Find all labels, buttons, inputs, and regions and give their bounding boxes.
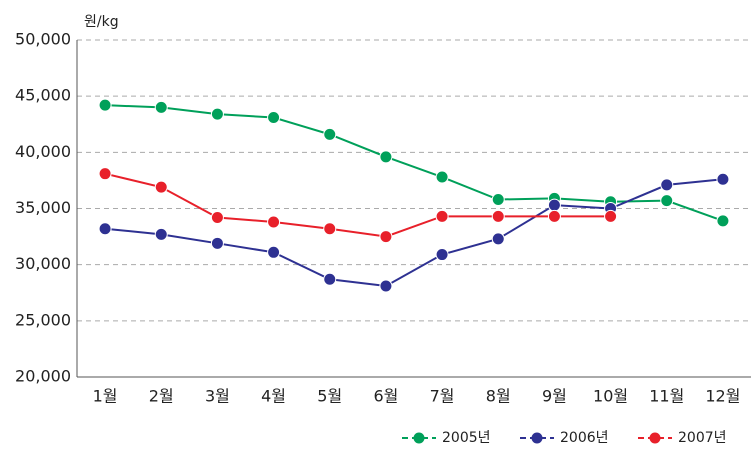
data-point: [154, 227, 168, 241]
data-point: [267, 111, 281, 125]
data-point: [267, 215, 281, 229]
data-point: [379, 279, 393, 293]
x-tick-label: 3월: [205, 387, 230, 406]
data-point: [154, 100, 168, 114]
y-tick-label: 25,000: [15, 310, 71, 329]
x-tick-label: 4월: [261, 387, 286, 406]
legend-label: 2007년: [678, 430, 727, 446]
data-point: [660, 178, 674, 192]
data-point: [660, 194, 674, 208]
y-unit: 원/kg: [84, 14, 119, 30]
data-point: [716, 172, 730, 186]
data-point: [491, 232, 505, 246]
legend-marker: [413, 432, 425, 444]
series-line: [104, 178, 724, 288]
data-point: [435, 248, 449, 262]
x-tick-label: 11월: [649, 387, 684, 406]
data-point: [547, 209, 561, 223]
data-point: [323, 127, 337, 141]
data-point: [323, 222, 337, 236]
data-point: [491, 193, 505, 207]
y-tick-label: 30,000: [15, 254, 71, 273]
legend-label: 2005년: [442, 430, 491, 446]
series-line: [104, 172, 611, 238]
y-tick-label: 50,000: [15, 30, 71, 49]
x-tick-label: 10월: [593, 387, 628, 406]
data-point: [210, 107, 224, 121]
data-point: [491, 209, 505, 223]
data-point: [547, 198, 561, 212]
data-point: [379, 230, 393, 244]
data-point: [435, 170, 449, 184]
legend-marker: [649, 432, 661, 444]
legend-marker: [531, 432, 543, 444]
x-tick-label: 6월: [373, 387, 398, 406]
data-point: [210, 236, 224, 250]
x-tick-label: 2월: [149, 387, 174, 406]
y-tick-label: 45,000: [15, 86, 71, 105]
y-tick-label: 20,000: [15, 367, 71, 386]
data-point: [154, 180, 168, 194]
data-point: [98, 98, 112, 112]
y-tick-label: 40,000: [15, 142, 71, 161]
x-tick-label: 12월: [705, 387, 740, 406]
data-point: [267, 245, 281, 259]
data-point: [323, 272, 337, 286]
data-point: [716, 214, 730, 228]
data-point: [98, 222, 112, 236]
x-tick-label: 7월: [430, 387, 455, 406]
data-point: [604, 209, 618, 223]
x-tick-label: 8월: [486, 387, 511, 406]
legend-label: 2006년: [560, 430, 609, 446]
x-tick-label: 5월: [317, 387, 342, 406]
x-tick-label: 9월: [542, 387, 567, 406]
y-tick-label: 35,000: [15, 198, 71, 217]
data-point: [210, 210, 224, 224]
x-tick-label: 1월: [93, 387, 118, 406]
data-point: [98, 167, 112, 181]
data-point: [435, 209, 449, 223]
series-line: [105, 104, 724, 222]
data-point: [379, 150, 393, 164]
